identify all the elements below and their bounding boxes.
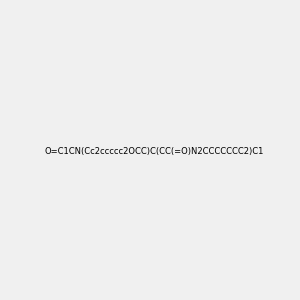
Text: O=C1CN(Cc2ccccc2OCC)C(CC(=O)N2CCCCCCC2)C1: O=C1CN(Cc2ccccc2OCC)C(CC(=O)N2CCCCCCC2)C…: [44, 147, 263, 156]
